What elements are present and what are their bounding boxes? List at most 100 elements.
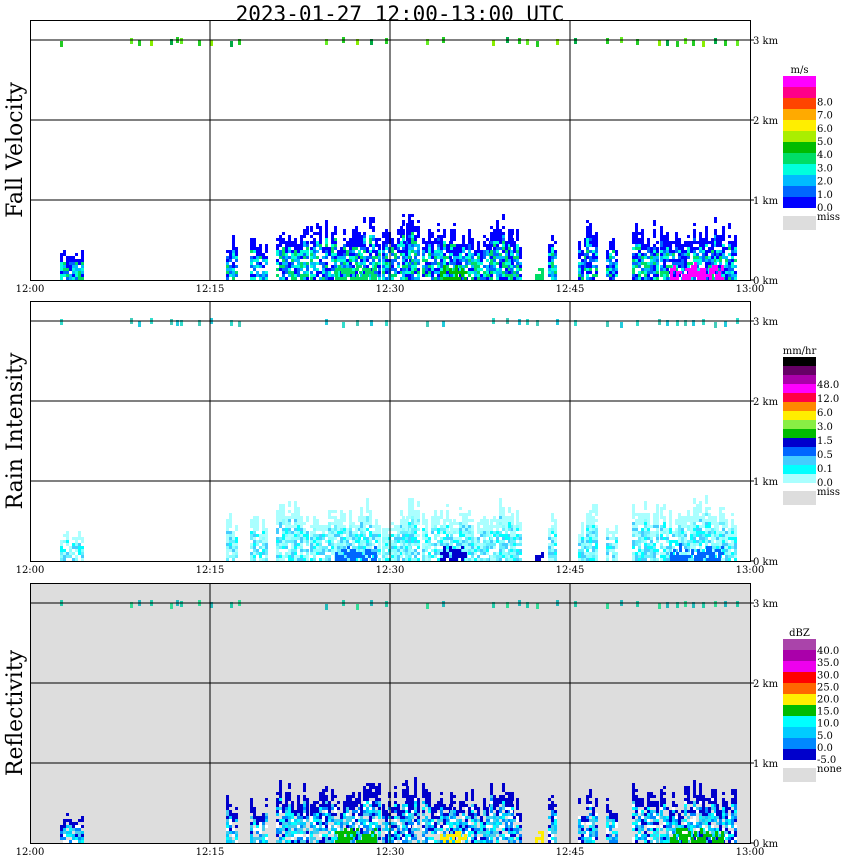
echo-pixel — [711, 256, 714, 259]
echo-core — [374, 268, 377, 271]
echo-pixel — [663, 247, 666, 250]
echo-pixel — [508, 250, 511, 253]
echo-pixel — [581, 534, 584, 537]
echo-pixel — [716, 235, 719, 238]
echo-pixel — [232, 828, 235, 831]
echo-pixel — [465, 522, 468, 525]
echo-pixel — [422, 543, 425, 546]
echo-pixel — [232, 271, 235, 274]
echo-pixel — [294, 253, 297, 256]
echo-pixel — [262, 253, 265, 256]
echo-pixel — [653, 519, 656, 522]
echo-pixel — [355, 834, 358, 837]
echo-pixel — [334, 247, 337, 250]
echo-pixel — [638, 516, 641, 519]
echo-pixel — [734, 247, 737, 250]
echo-pixel — [334, 244, 337, 247]
echo-pixel — [510, 241, 513, 244]
echo-pixel — [229, 250, 232, 253]
echo-pixel — [440, 253, 443, 256]
echo-pixel — [229, 549, 232, 552]
echo-pixel — [400, 271, 403, 274]
echo-pixel — [660, 537, 663, 540]
echo-pixel — [551, 537, 554, 540]
echo-pixel — [226, 528, 229, 531]
echo-pixel — [253, 807, 256, 810]
echo-pixel — [474, 543, 477, 546]
echo-core — [535, 558, 538, 561]
echo-pixel — [647, 549, 650, 552]
echo-pixel — [632, 540, 635, 543]
echo-pixel — [310, 837, 313, 840]
echo-pixel — [303, 253, 306, 256]
echo-pixel — [81, 250, 84, 253]
echo-pixel — [554, 268, 557, 271]
echo-pixel — [632, 247, 635, 250]
echo-pixel — [414, 510, 417, 513]
top-echo — [230, 320, 233, 326]
echo-pixel — [666, 555, 669, 558]
echo-pixel — [303, 813, 306, 816]
echo-pixel — [606, 250, 609, 253]
echo-pixel — [725, 271, 728, 274]
echo-pixel — [303, 819, 306, 822]
echo-pixel — [402, 516, 405, 519]
echo-pixel — [60, 256, 63, 259]
echo-pixel — [291, 259, 294, 262]
echo-pixel — [372, 810, 375, 813]
legend-label: 0.1 — [817, 464, 833, 475]
echo-core — [356, 265, 359, 268]
echo-pixel — [440, 244, 443, 247]
echo-pixel — [78, 546, 81, 549]
echo-pixel — [66, 262, 69, 265]
echo-pixel — [644, 507, 647, 510]
echo-pixel — [496, 537, 499, 540]
echo-pixel — [334, 828, 337, 831]
echo-pixel — [431, 232, 434, 235]
echo-pixel — [684, 522, 687, 525]
echo-pixel — [288, 816, 291, 819]
echo-pixel — [319, 238, 322, 241]
echo-pixel — [363, 804, 366, 807]
echo-pixel — [443, 522, 446, 525]
echo-pixel — [372, 828, 375, 831]
top-echo — [676, 320, 679, 326]
echo-pixel — [609, 546, 612, 549]
echo-pixel — [425, 543, 428, 546]
echo-pixel — [406, 274, 409, 277]
echo-pixel — [428, 241, 431, 244]
echo-pixel — [331, 247, 334, 250]
echo-pixel — [250, 804, 253, 807]
echo-pixel — [60, 825, 63, 828]
echo-pixel — [453, 546, 456, 549]
echo-pixel — [725, 543, 728, 546]
echo-pixel — [505, 534, 508, 537]
echo-pixel — [250, 816, 253, 819]
echo-pixel — [369, 256, 372, 259]
echo-pixel — [690, 528, 693, 531]
echo-core — [341, 549, 344, 552]
echo-pixel — [355, 537, 358, 540]
echo-pixel — [378, 528, 381, 531]
echo-pixel — [328, 801, 331, 804]
echo-pixel — [414, 253, 417, 256]
echo-pixel — [300, 244, 303, 247]
echo-pixel — [496, 519, 499, 522]
echo-core — [673, 558, 676, 561]
echo-pixel — [372, 259, 375, 262]
echo-pixel — [343, 525, 346, 528]
echo-pixel — [516, 265, 519, 268]
echo-pixel — [468, 229, 471, 232]
echo-pixel — [253, 840, 256, 843]
echo-pixel — [660, 232, 663, 235]
echo-pixel — [647, 552, 650, 555]
echo-pixel — [465, 534, 468, 537]
echo-pixel — [300, 537, 303, 540]
echo-pixel — [394, 801, 397, 804]
echo-pixel — [375, 522, 378, 525]
echo-pixel — [453, 238, 456, 241]
echo-pixel — [60, 831, 63, 834]
legend-label: 7.0 — [817, 111, 833, 122]
echo-pixel — [349, 537, 352, 540]
